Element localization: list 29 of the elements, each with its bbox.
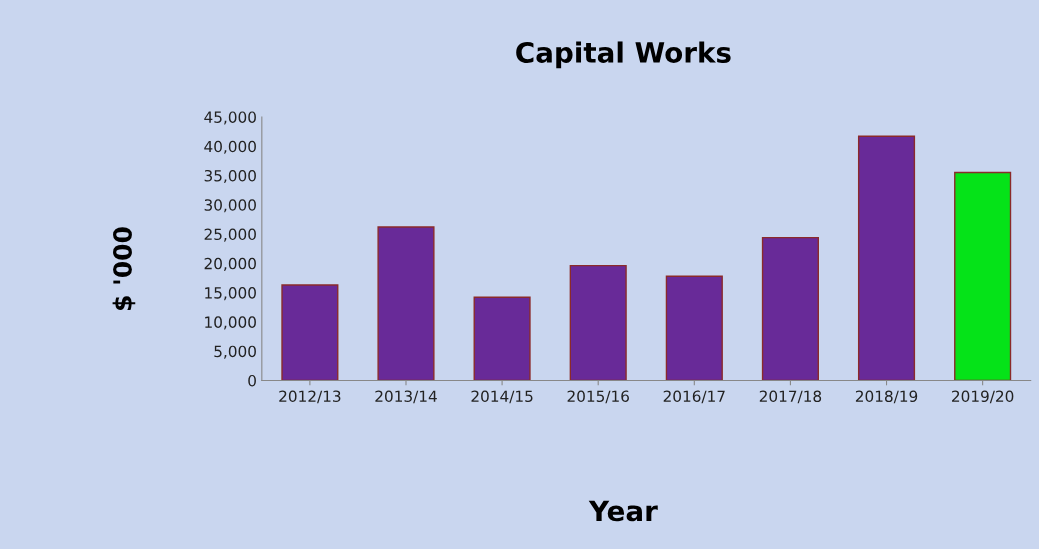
bar xyxy=(281,284,339,381)
y-tick-label: 20,000 xyxy=(204,257,256,271)
x-tick-label: 2014/15 xyxy=(471,390,533,404)
chart-title: Capital Works xyxy=(516,41,731,69)
y-axis-title: $ '000 xyxy=(112,227,136,311)
x-tick-label: 2019/20 xyxy=(952,390,1014,404)
y-tick-label: 15,000 xyxy=(205,287,256,301)
x-tick-label: 2015/16 xyxy=(567,390,629,404)
bar xyxy=(377,226,435,381)
bar xyxy=(761,236,819,381)
y-tick-label: 25,000 xyxy=(204,228,256,242)
bar xyxy=(665,275,723,381)
bar xyxy=(473,296,531,381)
x-tick-label: 2018/19 xyxy=(855,390,918,404)
x-tick-label: 2013/14 xyxy=(375,390,437,404)
bar xyxy=(569,264,627,381)
y-tick-label: 40,000 xyxy=(204,140,256,154)
x-tick-label: 2012/13 xyxy=(279,390,341,404)
y-tick-label: 45,000 xyxy=(204,111,256,125)
x-tick-label: 2016/17 xyxy=(663,390,725,404)
x-tick-label: 2017/18 xyxy=(759,390,822,404)
y-tick-label: 30,000 xyxy=(204,199,256,213)
y-tick-label: 10,000 xyxy=(205,316,256,330)
y-tick-label: 0 xyxy=(248,374,256,387)
bar xyxy=(954,171,1012,381)
x-axis-title: Year xyxy=(588,500,658,522)
y-tick-label: 35,000 xyxy=(204,169,256,184)
y-tick-label: 5,000 xyxy=(214,345,256,359)
bar xyxy=(857,135,916,381)
